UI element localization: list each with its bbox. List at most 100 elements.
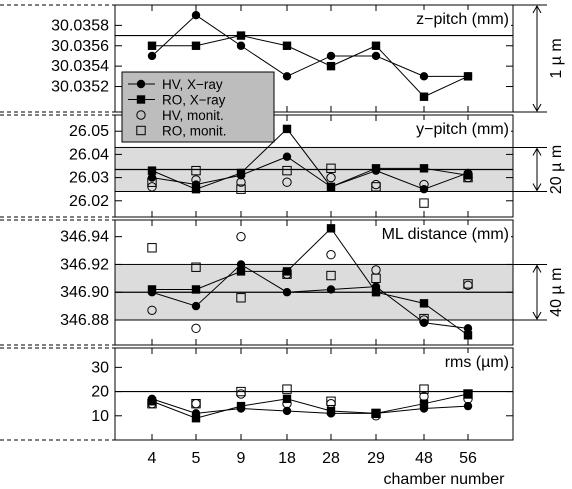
x-tick-label: 28 xyxy=(322,450,340,467)
data-point xyxy=(371,164,381,173)
data-layer xyxy=(147,10,473,423)
data-point xyxy=(419,391,429,402)
data-point xyxy=(419,384,429,394)
y-tick-label: 346.88 xyxy=(60,312,109,329)
legend-marker xyxy=(136,95,146,104)
scale-arrow-down xyxy=(532,311,542,321)
data-point xyxy=(371,41,381,50)
data-point xyxy=(463,401,473,411)
data-point xyxy=(282,269,292,279)
series-line xyxy=(151,156,469,190)
y-tick-label: 26.02 xyxy=(69,193,109,210)
x-tick-label: 56 xyxy=(459,450,477,467)
data-point xyxy=(191,398,201,409)
y-tick-label: 26.04 xyxy=(69,146,109,163)
series-line xyxy=(151,263,469,329)
data-point xyxy=(326,396,336,406)
data-point xyxy=(463,389,473,399)
data-point xyxy=(191,262,201,272)
data-point xyxy=(371,408,381,419)
data-point xyxy=(419,72,429,81)
data-point xyxy=(147,177,157,187)
data-point xyxy=(419,299,429,308)
data-point xyxy=(326,406,336,416)
y-tick-label: 30.0352 xyxy=(51,79,109,96)
y-tick-label: 346.94 xyxy=(60,229,109,246)
x-axis-label: chamber number xyxy=(384,471,506,488)
data-point xyxy=(419,399,429,408)
data-point xyxy=(326,163,336,174)
data-point xyxy=(236,293,246,303)
panel-title-bg xyxy=(377,225,511,244)
data-point xyxy=(191,10,201,20)
data-point xyxy=(191,165,201,176)
x-tick-label: 48 xyxy=(415,450,433,467)
series-line xyxy=(151,398,469,414)
panel-frame xyxy=(114,347,514,441)
legend-label: RO, monit. xyxy=(162,124,227,139)
data-point xyxy=(147,398,157,409)
data-point xyxy=(191,414,201,423)
panel-title-bg xyxy=(440,353,511,372)
y-tick-label: 30.0356 xyxy=(51,38,109,55)
y-tick-label: 346.90 xyxy=(60,284,109,301)
legend-marker xyxy=(136,79,146,89)
scale-arrow-up xyxy=(532,264,542,273)
data-point xyxy=(419,313,429,324)
data-point xyxy=(463,394,473,404)
frame-layer xyxy=(0,4,547,441)
panel-frame xyxy=(114,114,514,218)
data-point xyxy=(282,394,292,404)
panel-title-bg xyxy=(412,120,511,139)
data-point xyxy=(463,172,473,183)
data-point xyxy=(282,398,292,409)
grid-layer xyxy=(115,5,513,440)
panel-frame xyxy=(114,4,514,113)
data-point xyxy=(147,51,157,61)
data-point xyxy=(326,51,336,61)
data-point xyxy=(282,152,292,161)
x-tick-label: 4 xyxy=(148,450,157,467)
data-point xyxy=(326,224,336,233)
data-point xyxy=(282,384,292,394)
legend-marker xyxy=(136,125,146,136)
data-point xyxy=(326,182,336,192)
text-layer: 30.0352 30.0354 30.0356 30.0358 z−pitch (mm)… xyxy=(51,10,565,488)
data-point xyxy=(371,273,381,284)
data-point xyxy=(282,72,292,81)
data-point xyxy=(191,323,201,334)
panel-title: ML distance (mm) xyxy=(382,226,509,243)
data-point xyxy=(419,198,429,208)
data-point xyxy=(371,182,381,192)
data-point xyxy=(463,324,473,333)
data-point xyxy=(463,389,473,399)
legend-label: RO, X−ray xyxy=(162,93,226,108)
panel-title: z−pitch (mm) xyxy=(416,11,509,28)
data-point xyxy=(326,250,336,260)
panel-title-bg xyxy=(412,10,511,29)
series-line xyxy=(152,227,469,336)
legend-label: HV, monit. xyxy=(162,108,224,123)
data-point xyxy=(282,288,292,297)
data-point xyxy=(191,184,201,194)
data-point xyxy=(236,231,246,242)
data-point xyxy=(326,270,336,281)
y-tick-label: 30.0358 xyxy=(51,17,109,34)
series-line xyxy=(151,14,468,77)
data-point xyxy=(236,31,246,40)
data-point xyxy=(282,41,292,50)
y-tick-label: 26.05 xyxy=(69,123,109,140)
data-point xyxy=(371,51,381,61)
data-point xyxy=(236,168,246,178)
data-point xyxy=(191,285,201,294)
data-point xyxy=(326,172,336,183)
y-tick-label: 30.0354 xyxy=(51,58,109,75)
scale-label: 1 µ m xyxy=(548,38,565,78)
legend-marker xyxy=(136,110,146,120)
data-point xyxy=(236,41,246,50)
scale-arrow-down xyxy=(532,103,542,113)
data-point xyxy=(371,409,381,418)
data-point xyxy=(191,41,201,50)
data-point xyxy=(236,184,246,194)
x-tick-label: 5 xyxy=(192,450,201,467)
